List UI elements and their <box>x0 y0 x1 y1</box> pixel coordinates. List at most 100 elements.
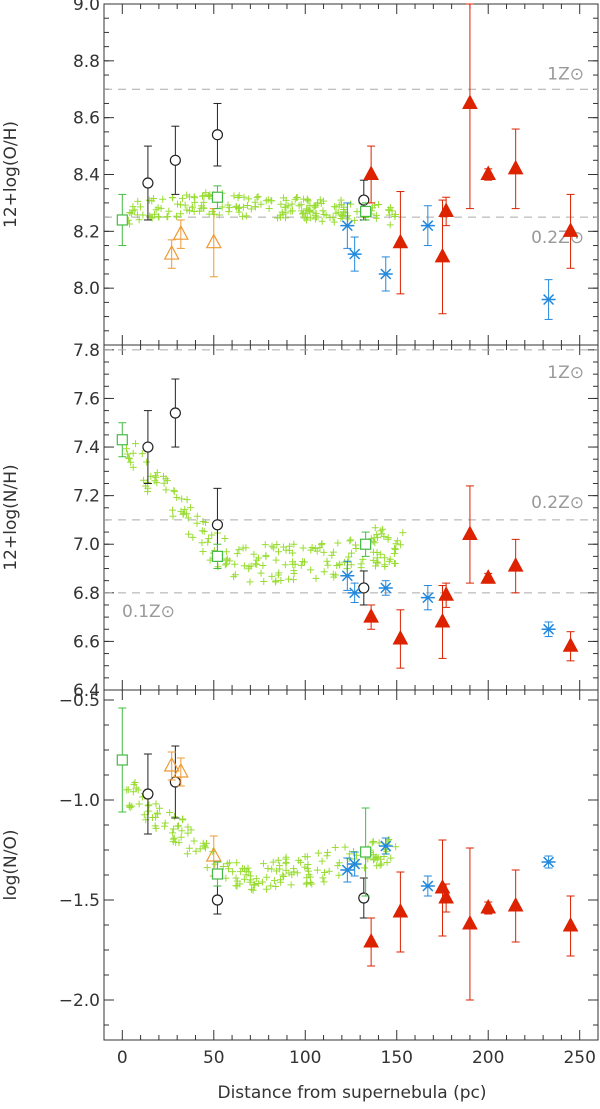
model-cross <box>143 458 151 466</box>
filled-triangle-marker <box>438 888 454 904</box>
model-cross <box>155 804 163 812</box>
square-marker <box>360 205 372 218</box>
circle-marker <box>211 519 224 531</box>
model-cross <box>373 558 381 566</box>
asterisk-marker <box>541 856 556 868</box>
circle-marker <box>358 194 370 206</box>
x-tick-label: 200 <box>472 1048 504 1068</box>
model-cross <box>250 550 258 558</box>
model-cross <box>153 809 161 817</box>
x-tick-label: 100 <box>289 1048 321 1068</box>
model-cross <box>222 548 230 556</box>
model-cross <box>221 535 229 543</box>
open-triangle-marker <box>172 224 189 240</box>
model-cross <box>126 208 134 216</box>
model-cross <box>205 192 213 200</box>
model-cross <box>359 555 367 563</box>
model-cross <box>261 541 269 549</box>
model-cross <box>285 546 293 554</box>
model-cross <box>152 800 160 808</box>
model-cross <box>129 463 137 471</box>
model-cross <box>323 852 331 860</box>
model-cross <box>253 193 261 201</box>
model-cross <box>295 202 303 210</box>
filled-triangle-marker <box>562 637 579 652</box>
filled-triangle-marker <box>480 898 497 914</box>
asterisk-marker <box>340 570 355 582</box>
model-cross <box>190 837 198 845</box>
model-cross <box>376 855 384 863</box>
model-cross <box>277 576 285 584</box>
model-cross <box>387 854 395 862</box>
model-cross <box>329 214 337 222</box>
x-axis-label: Distance from supernebula (pc) <box>217 1083 486 1103</box>
asterisk-marker <box>378 840 393 852</box>
square-marker <box>211 868 224 880</box>
model-cross <box>229 868 237 876</box>
asterisk-marker <box>340 864 355 876</box>
model-cross <box>183 510 191 518</box>
y-tick-label: −2.0 <box>59 991 100 1011</box>
model-cross <box>134 197 142 205</box>
model-cross <box>144 484 152 492</box>
model-cross <box>187 826 195 834</box>
model-cross <box>252 875 260 883</box>
model-cross <box>320 878 328 886</box>
model-cross <box>225 208 233 216</box>
model-cross <box>232 202 240 210</box>
model-cross <box>272 883 280 891</box>
model-cross <box>199 518 207 526</box>
circle-marker <box>142 177 154 189</box>
model-cross <box>273 540 281 548</box>
model-cross <box>134 786 142 794</box>
filled-triangle-marker <box>438 586 454 601</box>
model-cross <box>285 575 293 583</box>
model-cross <box>386 555 394 563</box>
model-cross <box>160 479 168 487</box>
x-tick-label: 0 <box>117 1048 128 1068</box>
model-cross <box>157 204 165 212</box>
model-cross <box>386 221 394 229</box>
model-cross <box>183 496 191 504</box>
model-cross <box>147 472 155 480</box>
model-cross <box>201 844 209 852</box>
model-cross <box>203 864 211 872</box>
model-cross <box>392 540 400 548</box>
y-tick-label: 9.0 <box>73 0 100 15</box>
model-cross <box>307 566 315 574</box>
filled-triangle-marker <box>480 569 497 584</box>
model-cross <box>313 866 321 874</box>
model-cross <box>384 534 392 542</box>
model-cross <box>181 201 189 209</box>
model-cross <box>307 214 315 222</box>
model-cross <box>295 856 303 864</box>
filled-triangle-marker <box>462 914 478 930</box>
model-cross <box>124 450 132 458</box>
model-cross <box>247 872 255 880</box>
panel-2: 6.4 6.6 6.8 7.0 7.2 7.4 7.6 7.8 12+log(N/H) 1Z⊙ 0.… <box>1 341 599 701</box>
circle-marker <box>169 154 181 166</box>
model-cross <box>147 213 155 221</box>
model-cross <box>318 217 326 225</box>
model-cross <box>138 450 146 458</box>
model-cross <box>268 542 276 550</box>
model-cross <box>235 208 243 216</box>
model-cross <box>193 519 201 527</box>
model-cross <box>391 212 399 220</box>
model-cross <box>225 859 233 867</box>
model-cross <box>391 545 399 553</box>
model-cross <box>324 561 332 569</box>
model-cross <box>173 212 181 220</box>
asterisk-marker <box>541 623 556 635</box>
model-cross <box>282 203 290 211</box>
model-cross <box>383 858 391 866</box>
model-cross <box>299 544 307 552</box>
model-cross <box>257 200 265 208</box>
model-cross <box>254 193 262 201</box>
model-cross <box>345 553 353 561</box>
model-cross <box>184 514 192 522</box>
model-cross <box>391 559 399 567</box>
model-cross <box>381 561 389 569</box>
model-cross <box>148 214 156 222</box>
model-cross <box>242 544 250 552</box>
